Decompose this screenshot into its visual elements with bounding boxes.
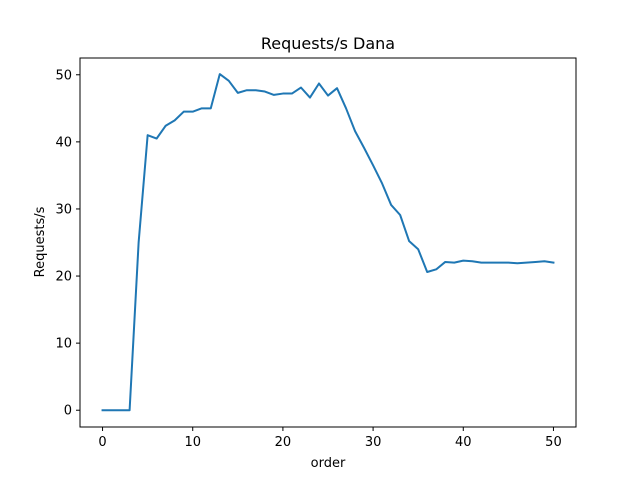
x-tick-label: 30 xyxy=(365,435,382,450)
y-tick-label: 0 xyxy=(64,404,72,419)
x-tick-label: 40 xyxy=(455,435,472,450)
plot-area xyxy=(80,58,576,427)
y-tick-label: 30 xyxy=(55,202,72,217)
y-axis-label: Requests/s xyxy=(33,206,48,277)
y-tick-label: 40 xyxy=(55,135,72,150)
x-tick-label: 0 xyxy=(98,435,106,450)
x-tick-label: 20 xyxy=(275,435,292,450)
chart-title: Requests/s Dana xyxy=(261,34,395,53)
x-tick-label: 50 xyxy=(545,435,562,450)
x-axis-label: order xyxy=(311,456,346,471)
y-tick-label: 10 xyxy=(55,337,72,352)
x-tick-label: 10 xyxy=(184,435,201,450)
y-tick-label: 50 xyxy=(55,68,72,83)
y-tick-label: 20 xyxy=(55,270,72,285)
